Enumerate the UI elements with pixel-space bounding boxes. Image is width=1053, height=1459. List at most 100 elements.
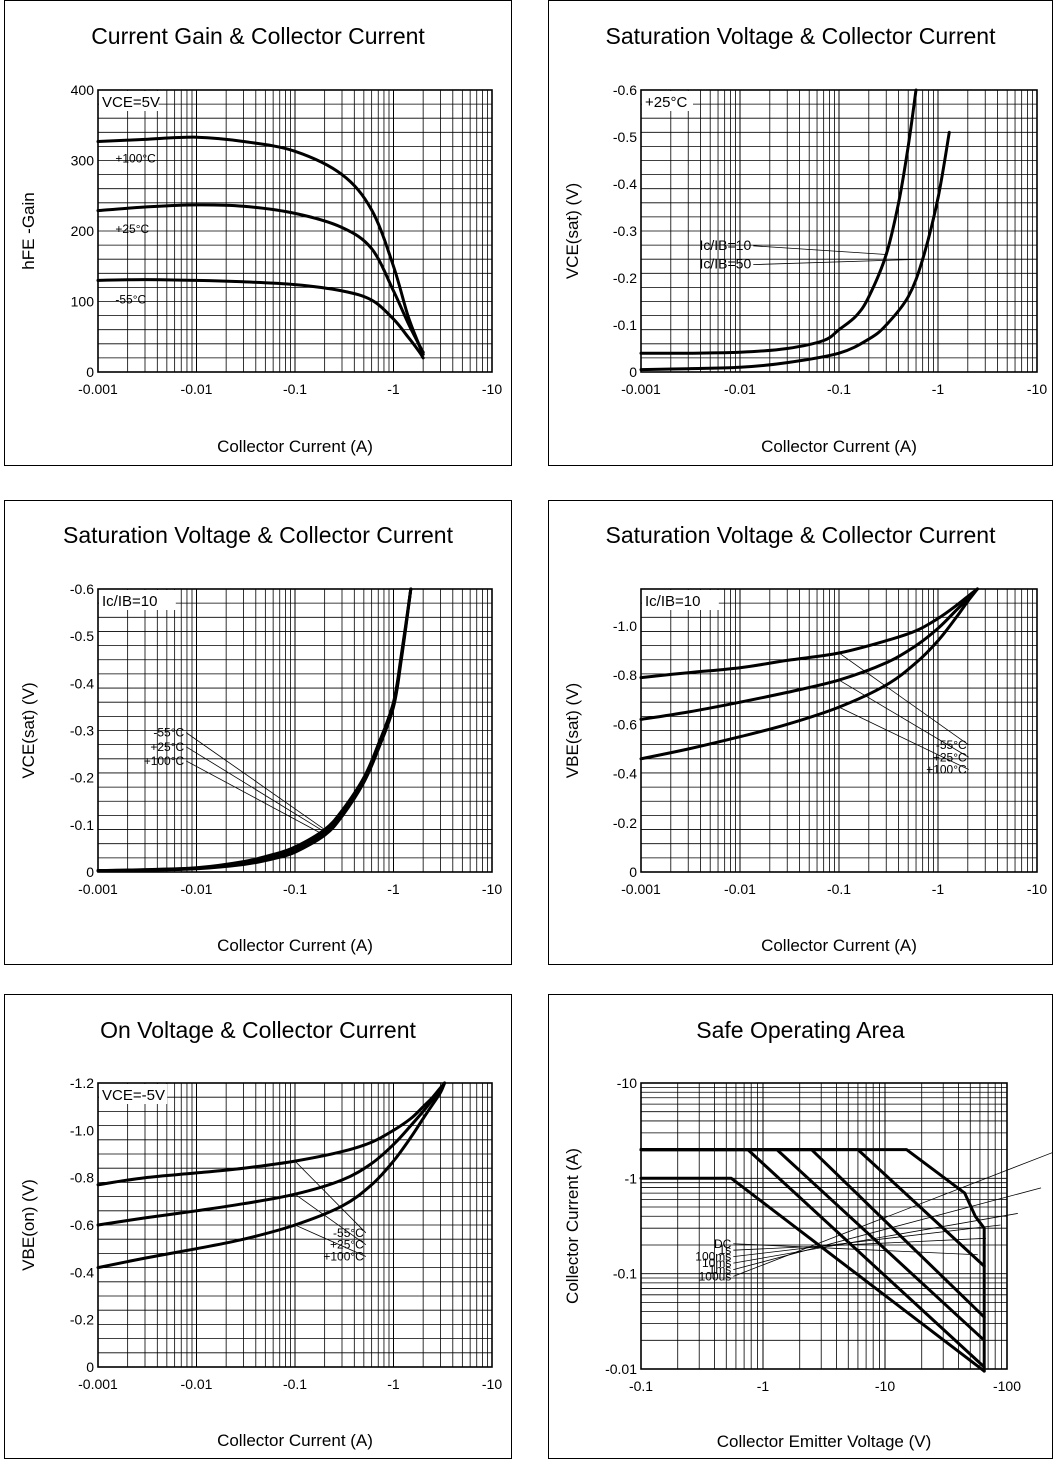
y-tick-label: -0.2 (613, 270, 637, 286)
y-tick-label: -0.3 (70, 723, 94, 739)
x-tick-label: -1 (387, 881, 400, 897)
leader-line (185, 746, 325, 833)
chart-title: Saturation Voltage & Collector Current (63, 522, 454, 548)
leader-line (186, 760, 325, 836)
series-label: +25°C (933, 750, 967, 764)
x-tick-label: -0.01 (181, 381, 213, 397)
leader-line (294, 1160, 367, 1234)
x-axis-label: Collector Current (A) (217, 437, 373, 456)
series-line (96, 1081, 447, 1227)
y-tick-label: 0 (629, 864, 637, 880)
y-tick-label: -0.6 (613, 716, 637, 732)
y-tick-label: -0.3 (613, 223, 637, 239)
y-tick-label: 0 (86, 864, 94, 880)
x-tick-label: -0.001 (78, 881, 118, 897)
condition-label: VCE=5V (102, 94, 160, 111)
y-tick-label: -0.01 (605, 1361, 637, 1377)
chart-panel-6: Safe Operating Area-0.1 -1 -10 -100-0.01-0.… (548, 994, 1053, 1459)
series-line (639, 1148, 986, 1373)
y-tick-label: -0.1 (613, 317, 637, 333)
x-tick-label: -0.1 (283, 1376, 307, 1392)
grid (640, 89, 1037, 373)
panel-frame (4, 994, 512, 1459)
leader-line (753, 245, 887, 255)
y-tick-label: -10 (617, 1075, 637, 1091)
series-label: 100ms (695, 1250, 731, 1264)
x-tick-label: -0.001 (78, 1376, 118, 1392)
y-tick-label: 300 (71, 153, 95, 169)
plot-area (640, 588, 1038, 873)
chart-panel-3: Saturation Voltage & Collector Current -0… (4, 500, 512, 965)
x-tick-label: -0.01 (181, 1376, 213, 1392)
x-tick-label: -0.001 (621, 381, 661, 397)
x-tick-label: -0.001 (78, 381, 118, 397)
chart-panel-1: Current Gain & Collector Current -0.001 -0… (4, 0, 512, 466)
series-line (639, 587, 979, 761)
y-tick-label: -0.4 (613, 176, 637, 192)
series-line (639, 1176, 986, 1373)
leader-line (838, 706, 969, 770)
x-tick-label: -10 (1027, 381, 1047, 397)
y-tick-label: -0.8 (70, 1170, 94, 1186)
chart-title: Safe Operating Area (696, 1017, 905, 1043)
leader-line (838, 652, 969, 746)
y-tick-label: -0.2 (613, 815, 637, 831)
y-tick-label: -0.8 (613, 667, 637, 683)
leader-line (733, 1237, 986, 1251)
chart-panel-5: On Voltage & Collector Current -0.001 -0.0… (4, 994, 512, 1459)
x-tick-label: -0.1 (827, 881, 851, 897)
plot-area (97, 89, 493, 373)
x-tick-label: -10 (1027, 881, 1047, 897)
panel-frame (548, 994, 1053, 1459)
series-label: +100°C (926, 763, 967, 777)
x-tick-label: -0.001 (621, 881, 661, 897)
x-tick-label: -1 (932, 381, 945, 397)
leader-line (733, 1187, 1042, 1271)
x-axis-label: Collector Current (A) (761, 437, 917, 456)
panel-frame (4, 500, 512, 965)
x-tick-label: -1 (387, 1376, 400, 1392)
plot-area (640, 89, 1038, 373)
y-axis-label: VCE(sat) (V) (563, 183, 582, 279)
condition-label: VCE=-5V (102, 1087, 165, 1104)
y-tick-label: -0.5 (613, 129, 637, 145)
chart-title: Saturation Voltage & Collector Current (606, 23, 997, 49)
y-tick-label: -0.2 (70, 1312, 94, 1328)
x-tick-label: -10 (482, 1376, 502, 1392)
y-tick-label: -0.1 (613, 1266, 637, 1282)
series-label: Ic/IB=50 (700, 256, 752, 272)
series-label: +25°C (330, 1238, 364, 1252)
y-tick-label: -0.6 (70, 1217, 94, 1233)
series-label: -55°C (936, 738, 967, 752)
condition-label-bg (642, 590, 719, 610)
condition-label: Ic/IB=10 (102, 593, 157, 610)
y-tick-label: -0.2 (70, 770, 94, 786)
series-label: 100us (699, 1269, 732, 1283)
grid (97, 89, 492, 373)
x-tick-label: -10 (482, 881, 502, 897)
leader-line (733, 1224, 1001, 1258)
leader-line (294, 1224, 367, 1257)
series-label: 10ms (702, 1256, 731, 1270)
x-tick-label: -0.1 (283, 381, 307, 397)
chart-title: On Voltage & Collector Current (100, 1017, 416, 1043)
grid (640, 588, 1037, 873)
plot-area (640, 1082, 1008, 1370)
chart-panel-2: Saturation Voltage & Collector Current -0… (548, 0, 1053, 466)
y-tick-label: -1.0 (613, 618, 637, 634)
series-line (96, 203, 425, 354)
condition-label: +25°C (645, 94, 687, 111)
series-label: 1s (719, 1243, 732, 1257)
y-tick-label: 0 (86, 1359, 94, 1375)
leader-line (733, 1212, 1018, 1264)
series-line (96, 278, 425, 360)
chart-title: Saturation Voltage & Collector Current (606, 522, 997, 548)
y-tick-label: 400 (71, 82, 95, 98)
series-label: -55°C (115, 293, 146, 307)
x-tick-label: -0.1 (629, 1378, 653, 1394)
x-tick-label: -1 (757, 1378, 770, 1394)
series-line (639, 88, 918, 355)
panel-frame (548, 500, 1053, 965)
y-tick-label: 200 (71, 223, 95, 239)
